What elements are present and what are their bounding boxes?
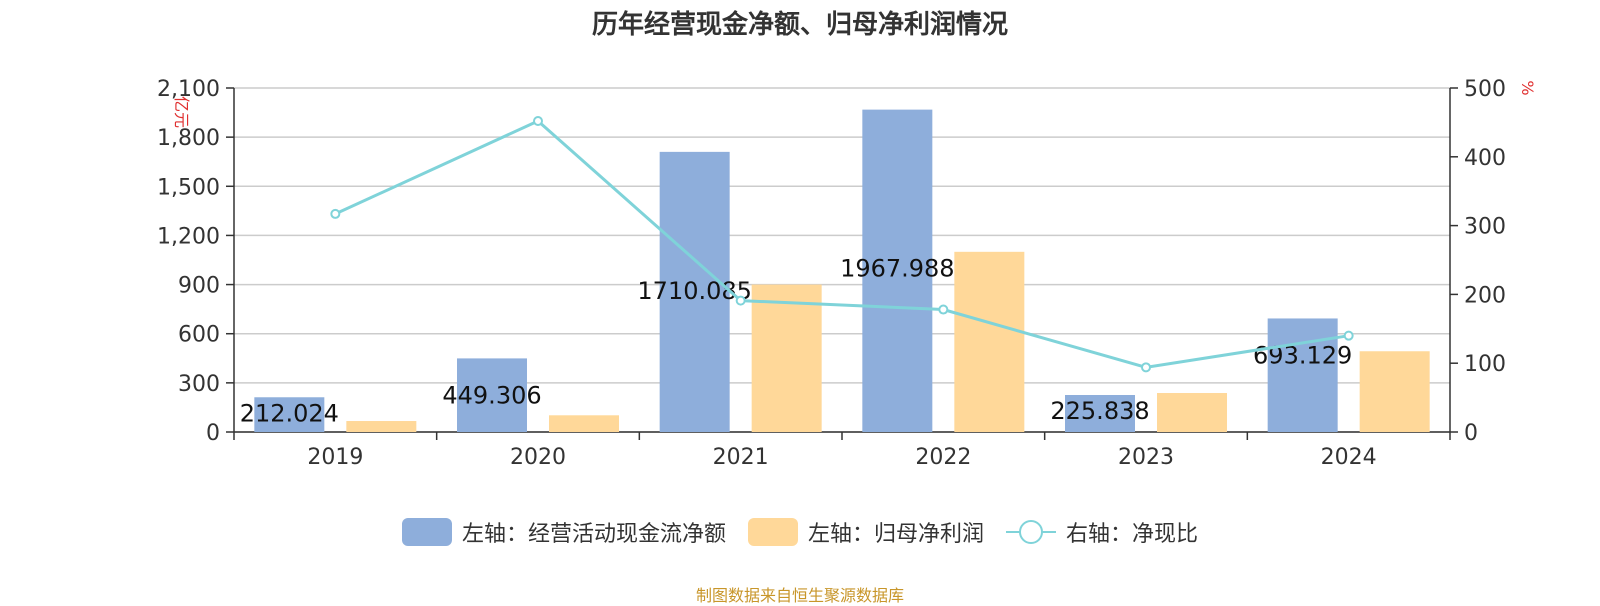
legend-label: 右轴：净现比 [1066, 522, 1199, 547]
legend-item-operating-cash-flow[interactable]: 左轴：经营活动现金流净额 [401, 516, 726, 548]
legend-label: 左轴：经营活动现金流净额 [461, 522, 726, 547]
bar-operating-cash-flow [457, 358, 527, 432]
line-point-cash-ratio [735, 295, 746, 306]
right-axis-tick-label: 200 [1464, 283, 1506, 308]
left-axis-tick-label: 2,100 [157, 77, 220, 102]
bar-data-label: 693.129 [1253, 341, 1352, 369]
bar-net-profit [1359, 351, 1430, 432]
right-axis-tick-label: 100 [1464, 352, 1506, 377]
x-axis-category-label: 2020 [510, 445, 566, 470]
bar-net-profit [346, 421, 417, 432]
right-axis-tick-label: 300 [1464, 215, 1506, 240]
right-axis-tick-label: 400 [1464, 146, 1506, 171]
bar-net-profit [751, 284, 822, 432]
line-cash-ratio [334, 119, 1349, 369]
bar-net-profit [549, 415, 619, 432]
x-axis-category-label: 2021 [713, 445, 769, 470]
legend-swatch-orange [747, 518, 798, 546]
bar-data-label: 1967.988 [840, 255, 955, 283]
left-axis-tick-label: 600 [178, 323, 220, 348]
legend-swatch-blue [401, 518, 452, 546]
bar-data-label: 1710.085 [637, 277, 752, 305]
left-axis-unit: 亿元 [172, 96, 191, 128]
line-point-cash-ratio [1343, 330, 1354, 341]
legend-item-cash-ratio[interactable]: 右轴：净现比 [1006, 516, 1198, 548]
chart-title: 历年经营现金净额、归母净利润情况 [591, 10, 1008, 40]
left-axis-tick-label: 1,500 [157, 175, 220, 200]
line-point-cash-ratio [533, 116, 543, 127]
bar-operating-cash-flow [659, 151, 730, 432]
left-axis-tick-label: 0 [206, 421, 220, 446]
chart-legend: 左轴：经营活动现金流净额 左轴：归母净利润 右轴：净现比 [0, 516, 1600, 548]
x-axis-category-label: 2022 [915, 445, 971, 470]
legend-label: 左轴：归母净利润 [807, 522, 984, 547]
source-note: 制图数据来自恒生聚源数据库 [695, 586, 904, 605]
left-axis-tick-label: 1,800 [157, 126, 220, 151]
right-axis-unit: % [1518, 80, 1537, 95]
left-axis-tick-label: 900 [178, 274, 220, 299]
bar-net-profit [954, 251, 1025, 432]
bar-operating-cash-flow [254, 397, 325, 432]
bar-data-label: 449.306 [442, 381, 541, 409]
bar-data-label: 212.024 [240, 399, 339, 427]
legend-line-marker-icon [1006, 518, 1056, 546]
left-axis-tick-label: 300 [178, 372, 220, 397]
line-point-cash-ratio [938, 304, 949, 315]
line-point-cash-ratio [1141, 362, 1151, 373]
x-axis-category-label: 2024 [1321, 445, 1377, 470]
line-point-cash-ratio [330, 208, 341, 219]
legend-item-net-profit[interactable]: 左轴：归母净利润 [747, 516, 984, 548]
right-axis-tick-label: 0 [1464, 421, 1478, 446]
left-axis-tick-label: 1,200 [157, 224, 220, 249]
bar-net-profit [1157, 393, 1227, 432]
x-axis-category-label: 2019 [307, 445, 363, 470]
bar-operating-cash-flow [1065, 395, 1135, 432]
bar-data-label: 225.838 [1050, 397, 1149, 425]
bar-operating-cash-flow [1267, 318, 1338, 432]
right-axis-tick-label: 500 [1464, 77, 1506, 102]
bar-operating-cash-flow [862, 109, 933, 433]
x-axis-category-label: 2023 [1118, 445, 1174, 470]
